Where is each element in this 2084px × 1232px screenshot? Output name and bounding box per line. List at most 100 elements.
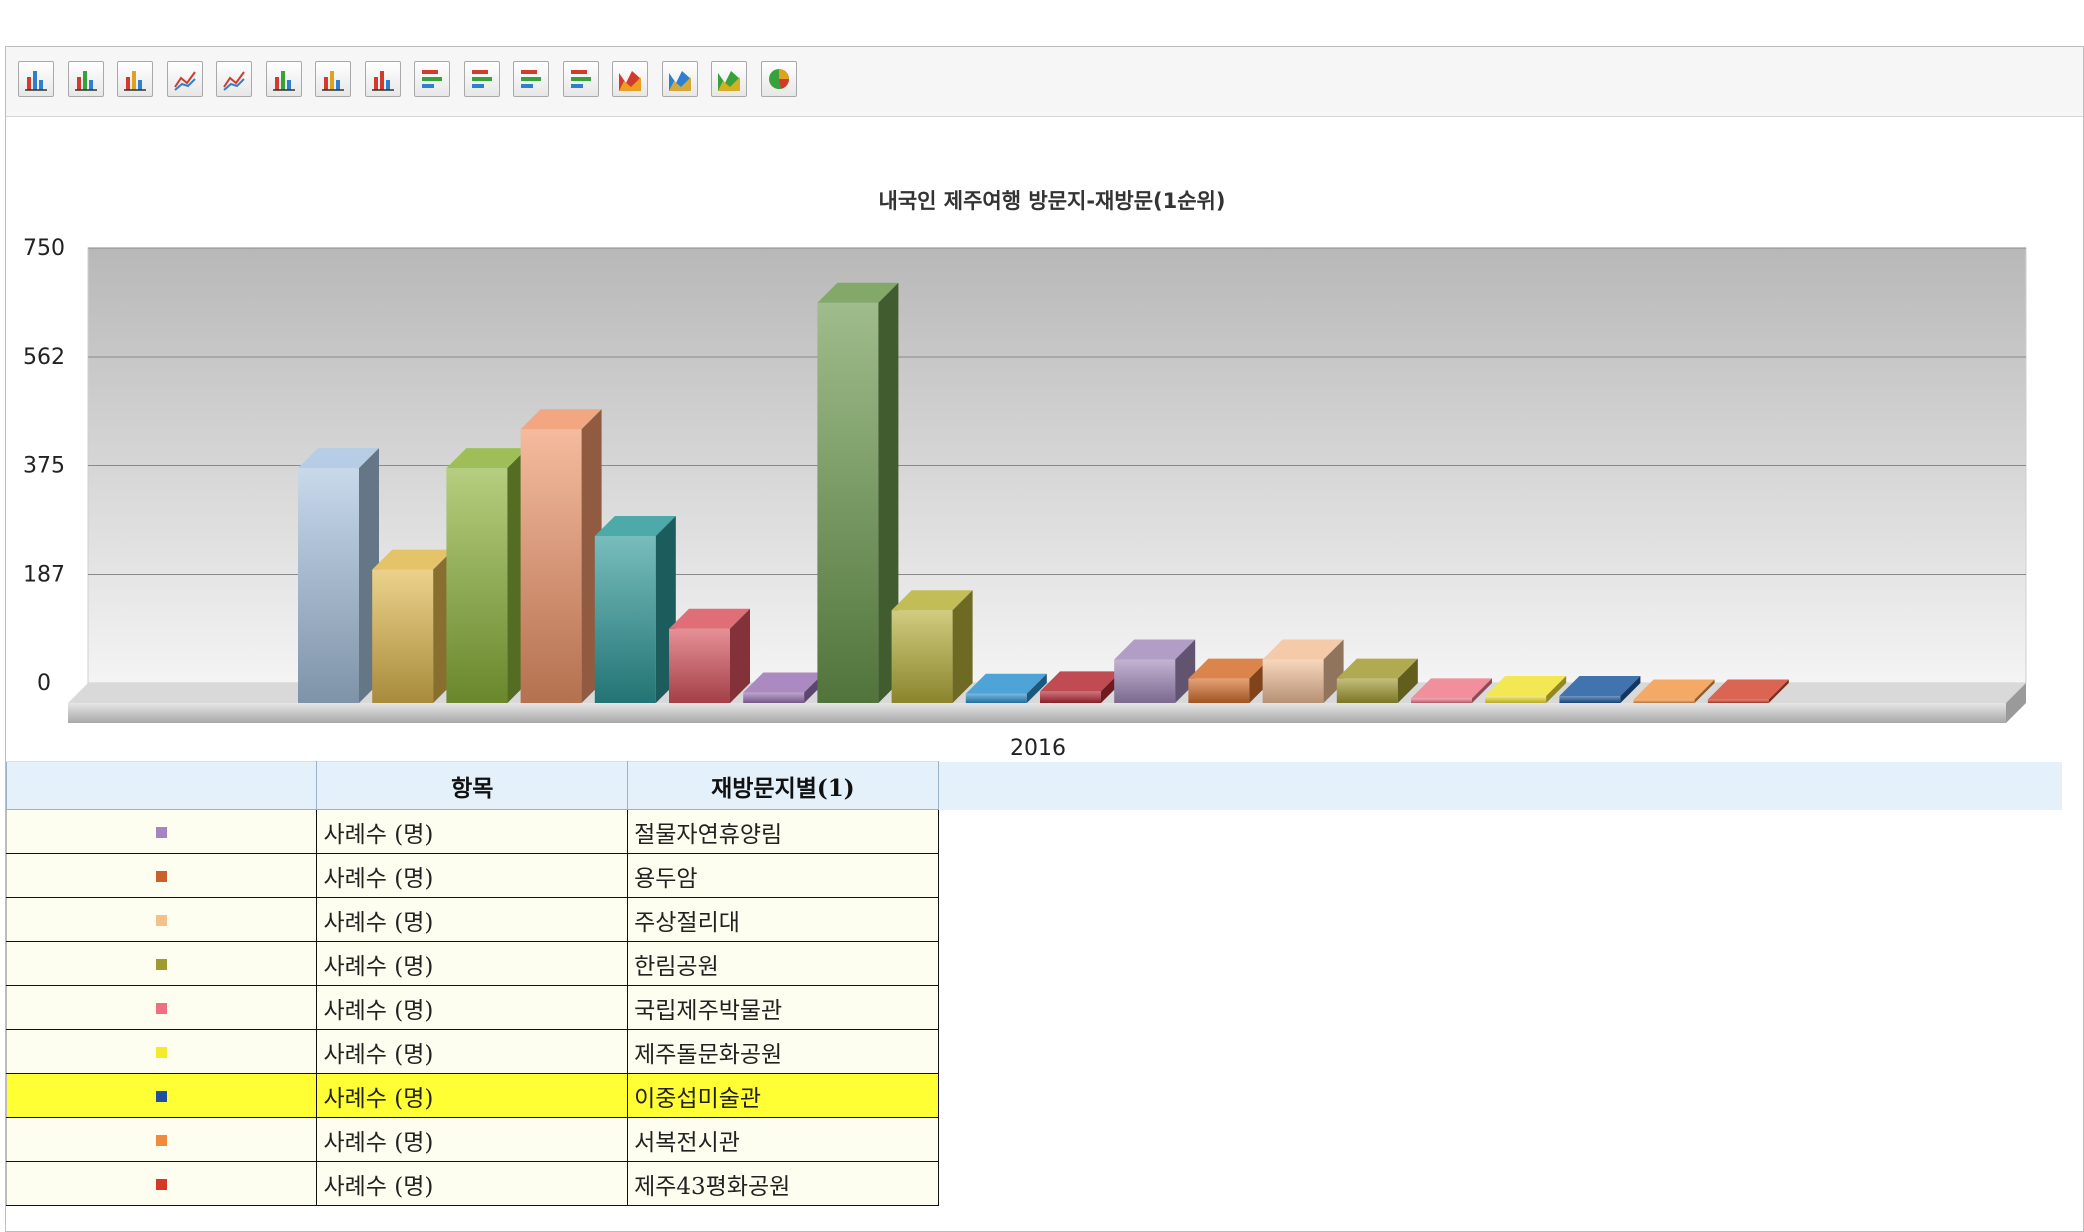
area-chart-icon-3-glyph: [718, 71, 740, 91]
table-row[interactable]: 사례수 (명) 제주돌문화공원: [5, 1029, 2062, 1074]
bar-18[interactable]: [1633, 679, 1715, 703]
line-chart-icon-2[interactable]: [216, 61, 252, 97]
pie-chart-icon-glyph: [768, 69, 789, 89]
filler-cell: [938, 809, 2062, 854]
horizontal-bar-icon-3[interactable]: [513, 61, 549, 97]
place-cell: 제주43평화공원: [627, 1161, 939, 1206]
bar-chart-icon-glyph: [25, 71, 47, 91]
bar-front: [1707, 699, 1769, 703]
bar-1[interactable]: [372, 549, 454, 703]
item-cell: 사례수 (명): [316, 809, 629, 854]
filler-cell: [938, 1073, 2062, 1118]
bar-front: [1114, 659, 1176, 703]
bar-top: [1262, 639, 1344, 660]
bar-front: [1633, 699, 1695, 703]
bar-top: [965, 673, 1047, 694]
bar-15[interactable]: [1411, 678, 1492, 703]
y-tick-label: 187: [23, 563, 65, 588]
legend-swatch: [156, 959, 168, 970]
bar-top: [372, 549, 454, 570]
line-chart-icon-2-glyph: [223, 71, 245, 91]
bar-chart: 내국인 제주여행 방문지-재방문(1순위) 0 187 375 562 750 2016: [23, 189, 2027, 761]
legend-swatch: [156, 1091, 168, 1102]
bar-13[interactable]: [1262, 639, 1344, 704]
table-header-row: 항목 재방문지별(1): [5, 761, 2062, 810]
bar-front: [743, 692, 805, 703]
bar-side: [1694, 679, 1715, 703]
bar-5[interactable]: [669, 608, 750, 703]
legend-swatch-cell: [5, 1117, 318, 1162]
bar-top: [1411, 678, 1492, 699]
line-chart-icon[interactable]: [166, 61, 203, 97]
x-tick-label: 2016: [1010, 736, 1066, 761]
bar-2[interactable]: [446, 448, 528, 703]
bar-front: [1336, 678, 1398, 703]
legend-swatch-cell: [5, 1073, 318, 1118]
horizontal-bar-icon-4[interactable]: [562, 61, 599, 97]
bar-top: [743, 672, 825, 693]
bar-top: [891, 590, 973, 611]
header-item[interactable]: 항목: [316, 761, 629, 810]
legend-swatch-cell: [5, 897, 318, 942]
table-row[interactable]: 사례수 (명) 용두암: [5, 853, 2062, 898]
horizontal-bar-icon-glyph: [422, 70, 442, 88]
bar-chart-icon-2[interactable]: [67, 61, 104, 97]
bar-0[interactable]: [298, 448, 379, 703]
bar-front: [1411, 698, 1472, 703]
area-chart-icon-2[interactable]: [661, 61, 698, 97]
bar-19[interactable]: [1707, 679, 1789, 703]
bar-14[interactable]: [1336, 658, 1418, 703]
bar-3[interactable]: [520, 409, 602, 703]
legend-swatch-cell: [5, 809, 318, 854]
bar-9[interactable]: [965, 673, 1047, 703]
area-chart-icon-glyph: [619, 71, 641, 91]
legend-swatch: [156, 1135, 168, 1146]
header-swatch: [5, 761, 318, 810]
bar-11[interactable]: [1114, 639, 1196, 704]
chart-type-toolbar: [6, 47, 2083, 117]
data-table: 항목 재방문지별(1) 사례수 (명) 절물자연휴양림 사례수 (명) 용두암 사례수 …: [5, 761, 2062, 1206]
table-row[interactable]: 사례수 (명) 제주43평화공원: [5, 1161, 2062, 1206]
bar-7[interactable]: [817, 282, 899, 703]
y-tick-label: 750: [23, 236, 65, 261]
filler-cell: [938, 1161, 2062, 1206]
item-cell: 사례수 (명): [316, 1073, 629, 1118]
bar-side: [1768, 679, 1789, 703]
bars: [298, 282, 1789, 704]
bar-front: [965, 693, 1027, 703]
place-cell: 국립제주박물관: [627, 985, 939, 1030]
item-cell: 사례수 (명): [316, 1117, 629, 1162]
table-row[interactable]: 사례수 (명) 이중섭미술관: [5, 1073, 2062, 1118]
stacked-bar-icon-2[interactable]: [315, 61, 351, 97]
area-chart-icon[interactable]: [612, 61, 648, 97]
bar-top: [1040, 671, 1121, 692]
bar-chart-icon[interactable]: [18, 61, 54, 97]
header-filler: [938, 761, 2062, 810]
bar-8[interactable]: [891, 590, 973, 703]
chart-area: 내국인 제주여행 방문지-재방문(1순위) 0 187 375 562 750 2016: [6, 118, 2083, 798]
area-chart-icon-3[interactable]: [711, 61, 747, 97]
bar-17[interactable]: [1559, 676, 1641, 703]
place-cell: 제주돌문화공원: [627, 1029, 939, 1074]
legend-swatch: [156, 915, 168, 926]
bar-chart-icon-3[interactable]: [117, 61, 153, 97]
horizontal-bar-icon-2[interactable]: [463, 61, 500, 97]
stacked-bar-icon-3[interactable]: [364, 61, 401, 97]
bar-4[interactable]: [594, 515, 676, 703]
bar-top: [817, 282, 899, 303]
floor-side: [2006, 683, 2026, 723]
bar-16[interactable]: [1485, 676, 1567, 703]
pie-chart-icon[interactable]: [760, 61, 797, 97]
table-row[interactable]: 사례수 (명) 국립제주박물관: [5, 985, 2062, 1030]
horizontal-bar-icon[interactable]: [414, 61, 450, 97]
bar-side: [1620, 676, 1641, 703]
header-place[interactable]: 재방문지별(1): [627, 761, 939, 810]
table-row[interactable]: 사례수 (명) 서복전시관: [5, 1117, 2062, 1162]
table-row[interactable]: 사례수 (명) 주상절리대: [5, 897, 2062, 942]
table-row[interactable]: 사례수 (명) 절물자연휴양림: [5, 809, 2062, 854]
filler-cell: [938, 985, 2062, 1030]
bar-front: [1559, 696, 1621, 703]
place-cell: 한림공원: [627, 941, 939, 986]
table-row[interactable]: 사례수 (명) 한림공원: [5, 941, 2062, 986]
stacked-bar-icon[interactable]: [265, 61, 302, 97]
